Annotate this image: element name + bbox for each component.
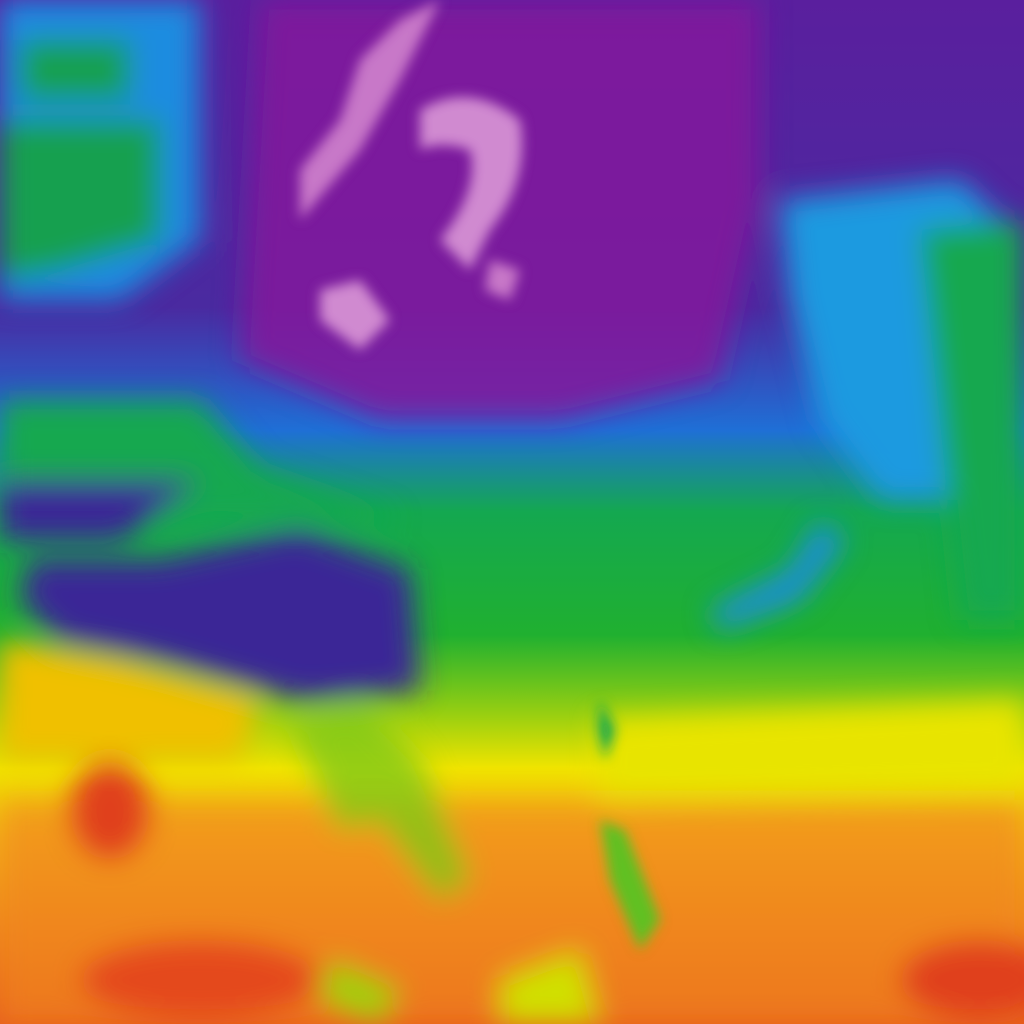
cold-pockets — [300, 0, 660, 950]
